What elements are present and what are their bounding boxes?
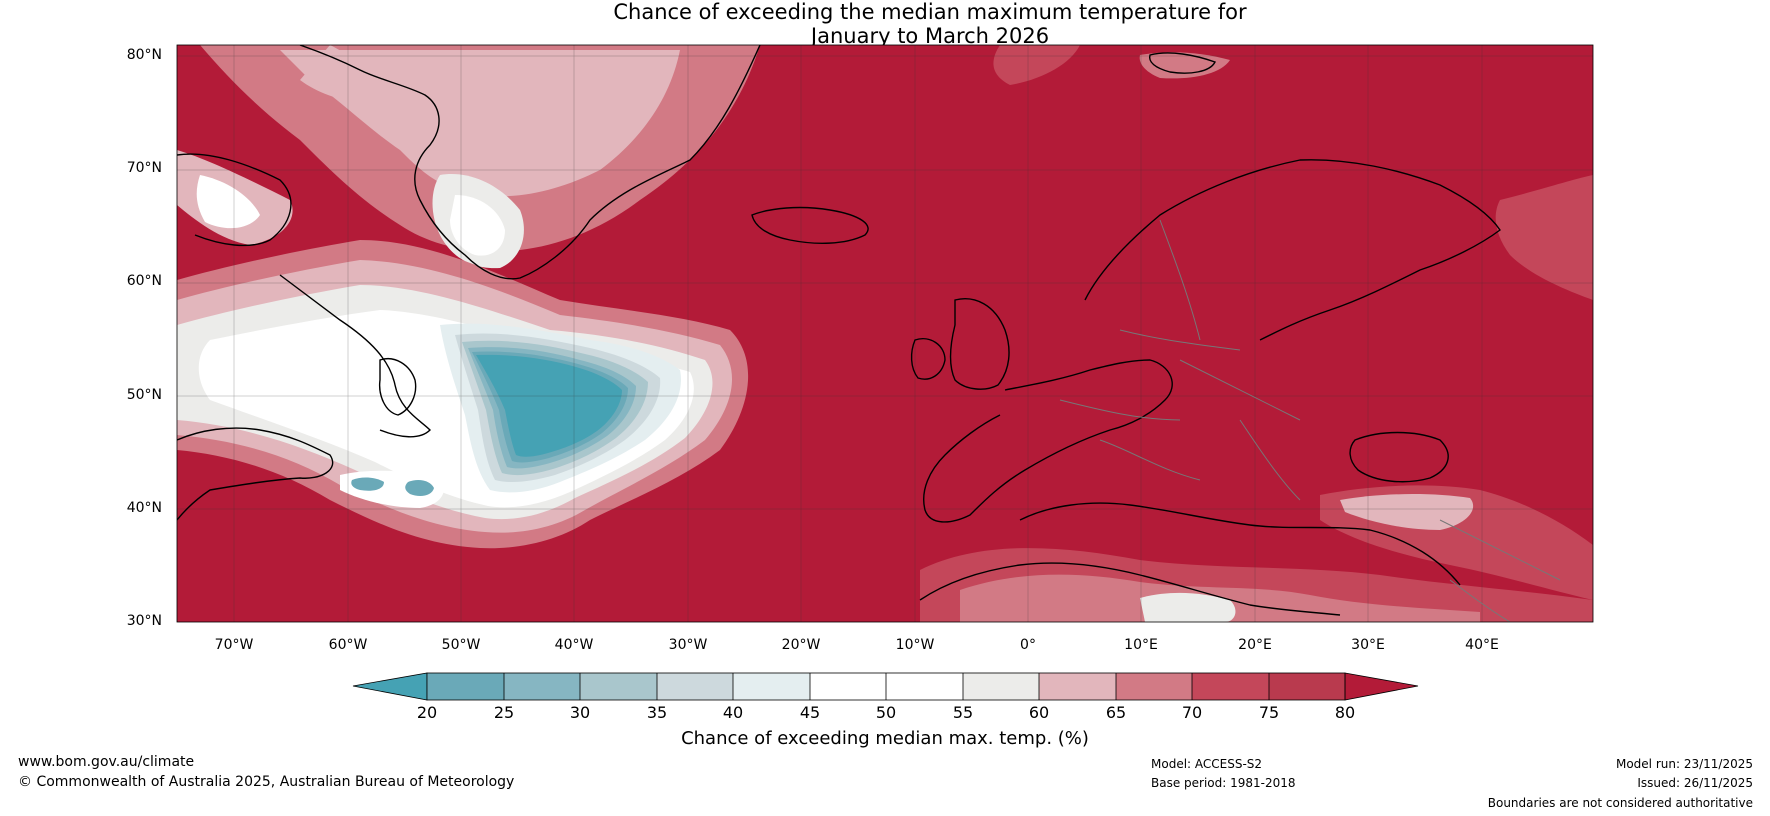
model-run-date: Model run: 23/11/2025 (1615, 757, 1753, 771)
model-name: Model: ACCESS-S2 (1151, 757, 1263, 771)
lon-label-40w: 40°W (554, 637, 594, 653)
lon-label-70w: 70°W (214, 637, 254, 653)
canada-north-zone (300, 45, 376, 102)
map-frame (176, 44, 1594, 623)
country-borders (1059, 219, 1561, 622)
greenland-coast (299, 45, 761, 280)
ireland-coast (910, 338, 946, 380)
lat-label-30n: 30°N (126, 613, 162, 629)
colorbar-tick-45: 45 (799, 703, 821, 722)
lat-label-40n: 40°N (126, 500, 162, 516)
canada-arctic-white (196, 175, 260, 229)
gulf-patch-teal-2 (405, 480, 434, 496)
scandinavia-coast (1084, 159, 1501, 341)
lon-label-20w: 20°W (781, 637, 821, 653)
colorbar-label: Chance of exceeding median max. temp. (%… (681, 728, 1089, 749)
baffin-coast (177, 153, 292, 247)
turkey-zone-65 (1340, 494, 1474, 530)
colorbar-tick-30: 30 (569, 703, 591, 722)
colorbar-tick-50: 50 (875, 703, 897, 722)
colorbar-tick-75: 75 (1258, 703, 1280, 722)
colorbar-bin-20-25 (427, 673, 504, 700)
russia-zone-70 (1495, 175, 1593, 300)
colorbar-bin-45-50 (810, 673, 886, 700)
colorbar-bin-40-45 (733, 673, 810, 700)
lat-label-70n: 70°N (126, 160, 162, 176)
colorbar-bin-60-65 (1039, 673, 1116, 700)
copyright-text: © Commonwealth of Australia 2025, Austra… (18, 774, 515, 790)
colorbar-bin-30-35 (580, 673, 657, 700)
nova-scotia-coast (177, 427, 334, 521)
lon-label-10e: 10°E (1124, 637, 1158, 653)
colorbar-high-extend (1344, 672, 1419, 701)
africa-coast (919, 562, 1341, 616)
colorbar-bin-50-55 (886, 673, 963, 700)
colorbar-tick-20: 20 (416, 703, 438, 722)
coastlines (177, 45, 1501, 616)
title-line-2: January to March 2026 (810, 24, 1050, 48)
labrador-coast (279, 274, 431, 438)
lon-label-60w: 60°W (328, 637, 368, 653)
lat-label-60n: 60°N (126, 273, 162, 289)
colorbar-tick-35: 35 (646, 703, 668, 722)
colorbar-tick-70: 70 (1181, 703, 1203, 722)
newfoundland-coast (378, 358, 417, 416)
iceland-coast (751, 206, 869, 244)
colorbar-tick-80: 80 (1334, 703, 1356, 722)
colorbar-bin-70-75 (1192, 673, 1269, 700)
colorbar (352, 672, 1419, 701)
lon-label-30e: 30°E (1351, 637, 1385, 653)
title-line-1: Chance of exceeding the median maximum t… (613, 0, 1247, 24)
colorbar-bin-25-30 (504, 673, 580, 700)
lon-label-40e: 40°E (1465, 637, 1499, 653)
atlantic-zone-20 (476, 354, 622, 457)
colorbar-bin-55-60 (963, 673, 1039, 700)
colorbar-tick-25: 25 (493, 703, 515, 722)
black-sea-coast (1349, 431, 1449, 483)
africa-zone-neutral (1140, 592, 1236, 622)
med-coast (1019, 502, 1461, 586)
lat-label-80n: 80°N (126, 47, 162, 63)
lon-label-0: 0° (1020, 637, 1036, 653)
arctic-east-zone (993, 45, 1080, 85)
graticule (177, 45, 1593, 622)
colorbar-tick-65: 65 (1105, 703, 1127, 722)
colorbar-bin-65-70 (1116, 673, 1192, 700)
boundary-disclaimer: Boundaries are not considered authoritat… (1487, 796, 1753, 810)
lon-label-10w: 10°W (895, 637, 935, 653)
gulf-patch-teal-1 (351, 477, 384, 491)
lat-label-50n: 50°N (126, 387, 162, 403)
svalbard-coast (1148, 52, 1216, 74)
colorbar-bin-35-40 (657, 673, 733, 700)
colorbar-tick-40: 40 (722, 703, 744, 722)
greenland-white-core (450, 195, 505, 256)
greenland-pale-zone (280, 50, 680, 197)
europe-coast (923, 359, 1173, 523)
issued-date: Issued: 26/11/2025 (1637, 776, 1753, 790)
lon-label-30w: 30°W (668, 637, 708, 653)
base-period: Base period: 1981-2018 (1151, 776, 1296, 790)
website-link[interactable]: www.bom.gov.au/climate (18, 754, 195, 770)
colorbar-bin-75-80 (1269, 673, 1345, 700)
chart-title: Chance of exceeding the median maximum t… (0, 0, 1770, 48)
colorbar-low-extend (352, 672, 428, 701)
map-field (177, 45, 1593, 622)
colorbar-tick-60: 60 (1028, 703, 1050, 722)
lon-label-20e: 20°E (1238, 637, 1272, 653)
lon-label-50w: 50°W (441, 637, 481, 653)
uk-coast (949, 298, 1010, 390)
colorbar-tick-55: 55 (952, 703, 974, 722)
